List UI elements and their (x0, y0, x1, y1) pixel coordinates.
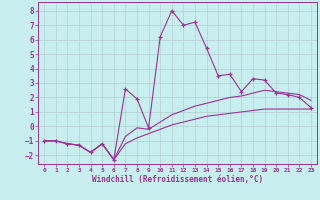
X-axis label: Windchill (Refroidissement éolien,°C): Windchill (Refroidissement éolien,°C) (92, 175, 263, 184)
